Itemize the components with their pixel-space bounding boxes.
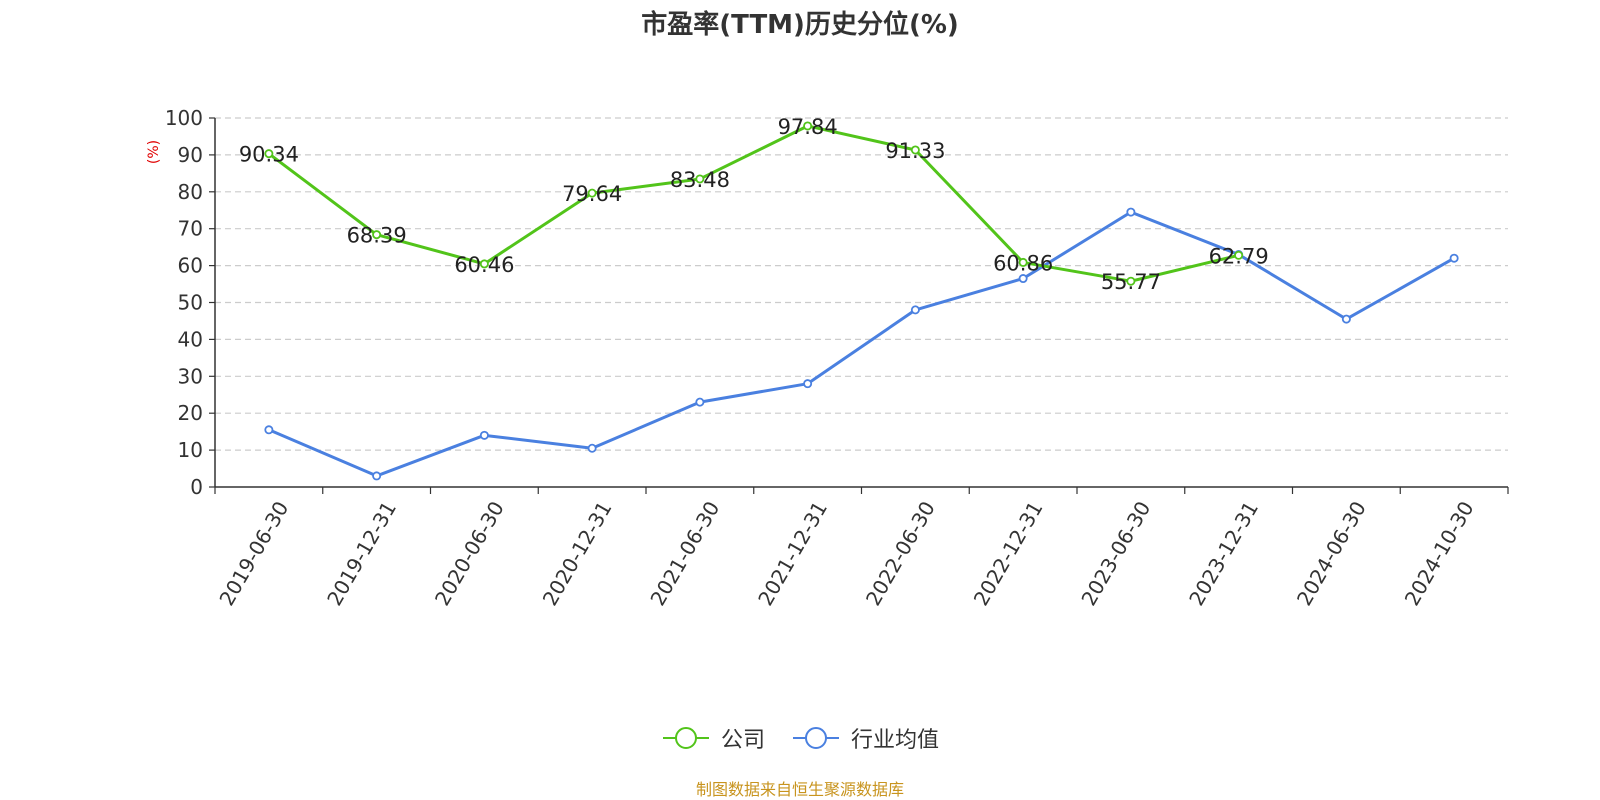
data-labels: 90.34 68.39 60.46 79.64 83.48 97.84 91.33 60.86… (239, 115, 1269, 294)
data-point (1126, 207, 1136, 217)
data-point (695, 397, 705, 407)
data-point (1126, 276, 1136, 286)
data-label: 60.46 (454, 253, 514, 277)
series-lines (264, 121, 1459, 481)
chart-title: 市盈率(TTM)历史分位(%) (641, 10, 959, 40)
data-label: 62.79 (1209, 244, 1269, 268)
y-tick-label: 60 (178, 254, 203, 278)
data-label: 97.84 (778, 115, 838, 139)
data-point (264, 149, 274, 159)
x-tick-label: 2021-06-30 (645, 497, 724, 610)
data-point (803, 121, 813, 131)
legend-marker-icon (793, 727, 839, 749)
data-point (372, 230, 382, 240)
data-point (264, 425, 274, 435)
data-point (1341, 314, 1351, 324)
series-line (268, 210, 1455, 478)
y-tick-label: 40 (178, 327, 203, 351)
x-tick-label: 2024-06-30 (1292, 497, 1371, 610)
y-tick-label: 80 (178, 180, 203, 204)
x-tick-label: 2019-12-31 (322, 497, 401, 610)
legend-item[interactable]: 公司 (661, 722, 765, 754)
data-label: 60.86 (993, 251, 1053, 275)
grid-lines (215, 117, 1508, 451)
data-label: 79.64 (562, 182, 622, 206)
x-tick-label: 2023-12-31 (1184, 497, 1263, 610)
x-tick-label: 2022-12-31 (969, 497, 1048, 610)
data-point (587, 188, 597, 198)
series-line (267, 124, 1239, 283)
y-tick-label: 50 (178, 291, 203, 315)
x-tick-label: 2020-06-30 (430, 497, 509, 610)
x-tick-label: 2022-06-30 (861, 497, 940, 610)
data-point (803, 379, 813, 389)
y-tick-label: 20 (178, 401, 203, 425)
x-tick-label: 2021-12-31 (753, 497, 832, 610)
legend-label: 公司 (720, 728, 765, 753)
y-tick-label: 70 (178, 217, 203, 241)
legend-label: 行业均值 (851, 728, 940, 753)
data-point (479, 430, 489, 440)
data-point (910, 145, 920, 155)
data-label: 91.33 (885, 139, 945, 163)
data-point (1449, 253, 1459, 263)
x-tick-label: 2019-06-30 (214, 497, 293, 610)
y-axis-label: (%) (146, 140, 162, 164)
data-point (372, 471, 382, 481)
data-label: 55.77 (1101, 270, 1161, 294)
legend-item[interactable]: 行业均值 (791, 722, 939, 754)
y-tick-label: 100 (165, 106, 203, 130)
data-point (1234, 250, 1244, 260)
data-label: 68.39 (347, 224, 407, 248)
y-tick-label: 0 (190, 475, 203, 499)
source-note: 制图数据来自恒生聚源数据库 (695, 780, 904, 799)
x-tick-label: 2024-10-30 (1400, 497, 1479, 610)
y-tick-label: 10 (178, 438, 203, 462)
axes: 0 10 20 30 40 50 60 70 80 90 100 2019-06-30 2019-12-… (165, 106, 1509, 610)
data-label: 90.34 (239, 143, 299, 167)
x-tick-label: 2023-06-30 (1076, 497, 1155, 610)
y-tick-label: 90 (178, 143, 203, 167)
x-tick-label: 2020-12-31 (538, 497, 617, 610)
data-label: 83.48 (670, 168, 730, 192)
data-point (479, 259, 489, 269)
legend: 公司 行业均值 (0, 722, 1600, 754)
data-point (695, 174, 705, 184)
data-point (910, 305, 920, 315)
y-tick-label: 30 (178, 364, 203, 388)
data-point (1018, 274, 1028, 284)
data-point (1018, 257, 1028, 267)
legend-marker-icon (662, 727, 709, 749)
data-point (587, 443, 597, 453)
